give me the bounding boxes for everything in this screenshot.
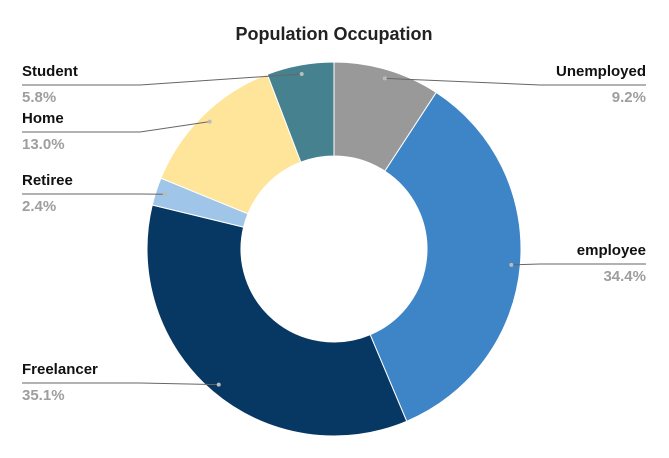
slice-label: employee [577, 242, 646, 259]
leader-dot [207, 119, 212, 124]
leader-dot [299, 71, 304, 76]
slice-label: Unemployed [556, 63, 646, 80]
slice-value-label: 34.4% [603, 268, 646, 285]
leader-line [22, 121, 210, 133]
slice-value-label: 35.1% [22, 387, 65, 404]
slice-label: Student [22, 63, 78, 80]
slice-value-label: 5.8% [22, 89, 56, 106]
leader-dot [509, 262, 514, 267]
slice-label: Retiree [22, 172, 73, 189]
leader-line [22, 73, 302, 86]
slice-label: Home [22, 110, 64, 127]
leader-dot [216, 382, 221, 387]
donut-slice [146, 204, 408, 437]
slice-value-label: 2.4% [22, 198, 56, 215]
chart-title: Population Occupation [236, 24, 433, 44]
leader-line [511, 263, 646, 266]
leader-line [384, 77, 646, 86]
donut-slice [266, 61, 335, 163]
leader-line [22, 382, 219, 386]
leader-dot [382, 76, 387, 81]
slice-value-label: 13.0% [22, 136, 65, 153]
slice-label: Freelancer [22, 361, 98, 378]
donut-slice [369, 91, 522, 422]
leader-dot [162, 192, 167, 197]
slice-value-label: 9.2% [612, 89, 646, 106]
